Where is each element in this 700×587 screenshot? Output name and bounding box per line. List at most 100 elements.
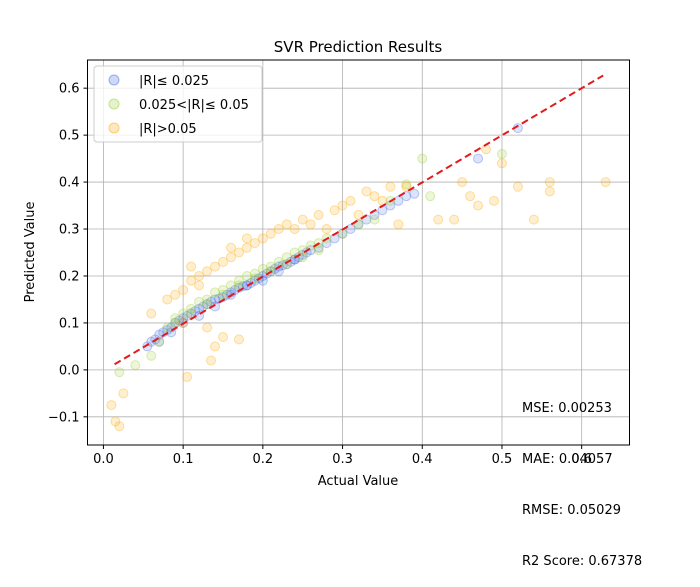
data-point: [465, 191, 476, 202]
data-point: [369, 191, 380, 202]
x-tick-label: 0.2: [253, 452, 274, 467]
data-point: [269, 263, 280, 274]
data-point: [233, 275, 244, 286]
data-point: [249, 238, 260, 249]
reference-line: [114, 74, 604, 366]
data-point: [544, 177, 555, 188]
data-point: [361, 186, 372, 197]
legend-marker: [108, 74, 120, 86]
data-point: [194, 280, 205, 291]
data-point: [401, 179, 412, 190]
x-axis-ticks: 0.0 0.1 0.2 0.3 0.4 0.5 0.6: [93, 445, 592, 467]
data-point: [449, 214, 460, 225]
data-point: [544, 186, 555, 197]
data-point: [393, 219, 404, 230]
data-point: [202, 299, 213, 310]
x-tick-label: 0.4: [412, 452, 433, 467]
data-point: [202, 294, 213, 305]
y-tick-label: 0.6: [59, 82, 80, 97]
data-point: [249, 268, 260, 279]
data-point: [146, 308, 157, 319]
data-point: [496, 148, 507, 159]
data-point: [353, 209, 364, 220]
data-point: [401, 181, 412, 192]
data-point: [194, 303, 205, 314]
data-point: [186, 275, 197, 286]
data-point: [194, 296, 205, 307]
data-point: [210, 261, 221, 272]
x-axis-label: Actual Value: [318, 474, 399, 489]
data-point: [186, 261, 197, 272]
data-point: [528, 214, 539, 225]
y-tick-label: 0.0: [59, 363, 80, 378]
data-point: [241, 270, 252, 281]
x-tick-label: 0.5: [492, 452, 513, 467]
data-point: [206, 355, 217, 366]
data-point: [225, 242, 236, 253]
data-point: [329, 205, 340, 216]
legend-label: 0.025<|R|≤ 0.05: [139, 98, 249, 113]
data-point: [385, 181, 396, 192]
data-point: [218, 285, 228, 296]
metrics-panel: MSE: 0.00253 MAE: 0.04057 RMSE: 0.05029 …: [522, 366, 642, 587]
data-point: [417, 153, 428, 164]
data-point: [457, 177, 468, 188]
data-point: [210, 294, 221, 305]
x-tick-label: 0.1: [173, 452, 194, 467]
data-point: [118, 388, 129, 399]
legend-marker: [108, 98, 120, 110]
y-tick-label: 0.1: [59, 316, 80, 331]
data-point: [273, 224, 284, 235]
data-point: [265, 228, 276, 239]
data-point: [345, 195, 356, 206]
data-point: [106, 400, 117, 411]
mae-label: MAE: 0.04057: [522, 452, 613, 467]
scatter-chart: SVR Prediction Results 0.0 0.1 0.2 0.3 0.4 0.…: [23, 38, 630, 489]
data-point: [182, 371, 193, 382]
data-point: [218, 292, 228, 303]
data-point: [210, 287, 221, 298]
data-point: [321, 224, 332, 235]
data-point: [257, 263, 268, 274]
plot-frame: [87, 59, 630, 446]
data-point: [512, 181, 523, 192]
data-point: [241, 242, 252, 253]
data-point: [170, 289, 181, 300]
data-point: [146, 350, 157, 361]
data-point: [186, 303, 197, 314]
data-point: [313, 245, 324, 256]
data-point: [210, 341, 221, 352]
y-tick-label: −0.1: [48, 410, 80, 425]
data-point: [154, 336, 165, 347]
data-point: [289, 224, 300, 235]
mse-label: MSE: 0.00253: [522, 401, 612, 416]
data-point: [241, 233, 252, 244]
data-point: [473, 200, 484, 211]
data-point: [281, 219, 292, 230]
y-tick-label: 0.4: [59, 176, 80, 191]
legend-box: [93, 65, 263, 143]
y-tick-label: 0.2: [59, 269, 80, 284]
y-axis-label: Predicted Value: [23, 202, 38, 303]
data-point: [409, 188, 420, 199]
chart-title: SVR Prediction Results: [274, 38, 443, 56]
data-point: [178, 285, 189, 296]
data-point: [225, 280, 236, 291]
y-tick-label: 0.3: [59, 223, 80, 238]
legend: |R|≤ 0.025 0.025<|R|≤ 0.05 |R|>0.05: [93, 65, 263, 143]
data-point: [114, 367, 125, 378]
data-point: [393, 195, 404, 206]
data-point: [257, 233, 268, 244]
data-point: [425, 191, 436, 202]
data-point: [313, 209, 324, 220]
data-point: [182, 310, 193, 321]
data-point: [489, 195, 499, 206]
data-point: [218, 256, 228, 267]
data-point: [218, 332, 228, 343]
data-point: [178, 308, 189, 319]
rmse-label: RMSE: 0.05029: [522, 503, 621, 518]
data-point: [369, 214, 380, 225]
grid-lines: [87, 60, 630, 445]
data-point: [496, 158, 507, 169]
data-point: [297, 214, 308, 225]
